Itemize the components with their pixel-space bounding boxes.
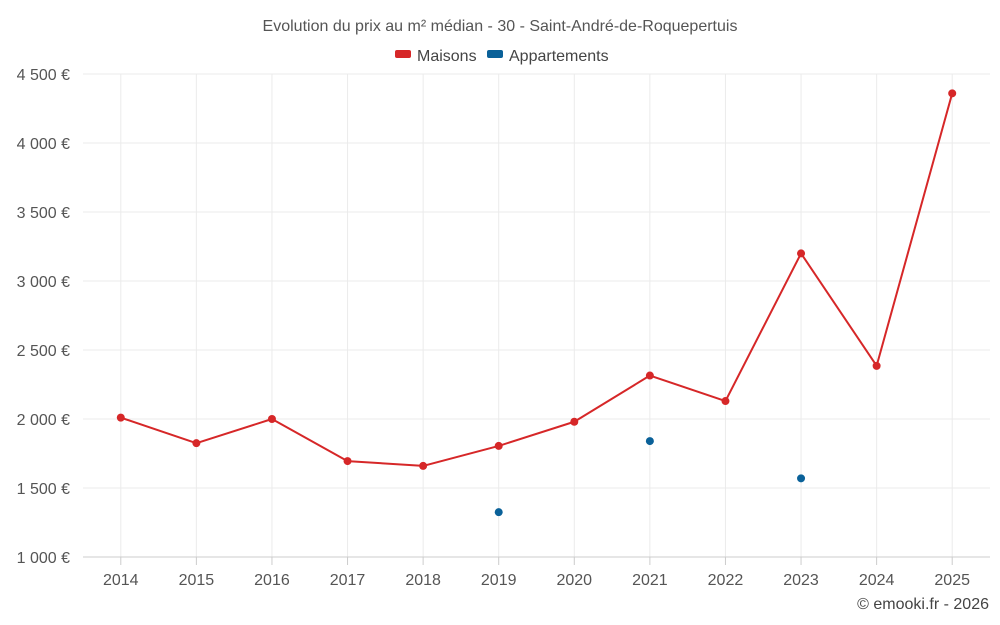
data-point-maisons-2020[interactable] xyxy=(570,417,579,426)
data-point-maisons-2023[interactable] xyxy=(797,249,806,258)
y-tick-label: 3 500 € xyxy=(17,205,70,222)
y-tick-label: 2 500 € xyxy=(17,343,70,360)
y-tick-label: 1 500 € xyxy=(17,481,70,498)
data-point-maisons-2021[interactable] xyxy=(645,371,654,380)
legend-swatch xyxy=(487,50,503,58)
x-tick-label: 2018 xyxy=(405,572,441,589)
x-tick-label: 2019 xyxy=(481,572,517,589)
data-point-appartements-2021[interactable] xyxy=(645,437,654,446)
chart-title: Evolution du prix au m² médian - 30 - Sa… xyxy=(263,18,738,35)
y-tick-label: 4 000 € xyxy=(17,136,70,153)
credit-text: © emooki.fr - 2026 xyxy=(857,596,989,613)
series-appartements xyxy=(494,437,806,517)
data-point-maisons-2024[interactable] xyxy=(872,361,881,370)
data-point-maisons-2022[interactable] xyxy=(721,397,730,406)
data-point-maisons-2017[interactable] xyxy=(343,457,352,466)
data-point-maisons-2016[interactable] xyxy=(267,415,276,423)
x-tick-label: 2014 xyxy=(103,572,139,589)
data-point-maisons-2025[interactable] xyxy=(948,89,957,98)
data-point-maisons-2015[interactable] xyxy=(192,439,201,448)
legend-label: Maisons xyxy=(417,48,477,65)
x-tick-label: 2021 xyxy=(632,572,668,589)
x-tick-label: 2022 xyxy=(708,572,744,589)
y-tick-label: 1 000 € xyxy=(17,550,70,567)
x-tick-label: 2020 xyxy=(556,572,592,589)
y-tick-label: 4 500 € xyxy=(17,67,70,84)
legend[interactable]: Maisons Appartements xyxy=(395,48,609,65)
x-tick-label: 2025 xyxy=(934,572,970,589)
x-tick-label: 2016 xyxy=(254,572,290,589)
y-tick-label: 2 000 € xyxy=(17,412,70,429)
data-point-maisons-2019[interactable] xyxy=(494,441,503,450)
legend-swatch xyxy=(395,50,411,58)
series-maisons xyxy=(116,89,957,470)
x-tick-label: 2023 xyxy=(783,572,819,589)
series-line-maisons xyxy=(120,93,954,467)
legend-item-maisons[interactable]: Maisons xyxy=(395,48,477,65)
data-point-maisons-2018[interactable] xyxy=(419,461,428,470)
data-point-maisons-2014[interactable] xyxy=(116,413,125,422)
data-point-appartements-2023[interactable] xyxy=(797,474,806,483)
legend-label: Appartements xyxy=(509,48,609,65)
grid-lines xyxy=(83,73,990,558)
data-point-appartements-2019[interactable] xyxy=(494,508,503,517)
axes: 1 000 € 1 500 € 2 000 € 2 500 € 3 000 € 3 500… xyxy=(17,67,990,589)
x-tick-label: 2017 xyxy=(330,572,366,589)
x-tick-label: 2024 xyxy=(859,572,895,589)
x-tick-label: 2015 xyxy=(179,572,215,589)
legend-item-appartements[interactable]: Appartements xyxy=(487,48,609,65)
series-layer xyxy=(116,89,957,517)
y-tick-label: 3 000 € xyxy=(17,274,70,291)
